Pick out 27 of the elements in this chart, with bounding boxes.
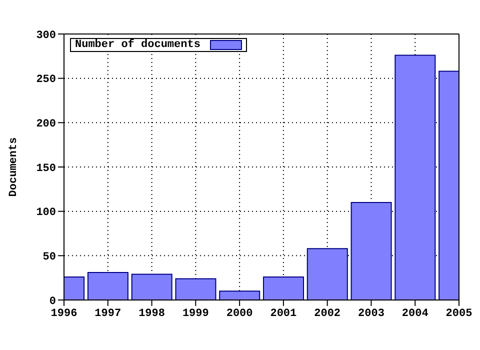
x-tick-label: 2003 (358, 308, 385, 320)
y-tick-label: 200 (36, 118, 56, 131)
y-tick-label: 100 (36, 207, 56, 220)
x-tick-label: 2005 (446, 308, 473, 320)
y-tick-label: 150 (36, 162, 56, 175)
x-tick-label: 2002 (314, 308, 341, 320)
x-tick-label: 1999 (182, 308, 209, 320)
y-axis-title: Documents (8, 137, 20, 197)
bar (394, 54, 436, 300)
bar (131, 274, 172, 300)
x-tick-label: 2004 (402, 308, 429, 320)
y-tick-label: 50 (42, 252, 56, 264)
x-tick-label: 1998 (138, 308, 166, 320)
bar (263, 276, 304, 300)
bar (175, 278, 216, 300)
y-tick-label: 250 (36, 74, 56, 86)
x-tick-label: 2001 (270, 308, 298, 320)
bar (87, 272, 128, 300)
bar (306, 248, 348, 300)
x-tick-label: 2000 (226, 308, 253, 320)
x-tick-label: 1997 (94, 308, 122, 320)
bar (350, 202, 392, 300)
legend-label: Number of documents (75, 39, 200, 51)
y-tick-label: 300 (36, 30, 56, 42)
bar (219, 290, 260, 300)
x-tick-label: 1996 (50, 308, 78, 320)
y-tick-label: 0 (49, 296, 56, 308)
